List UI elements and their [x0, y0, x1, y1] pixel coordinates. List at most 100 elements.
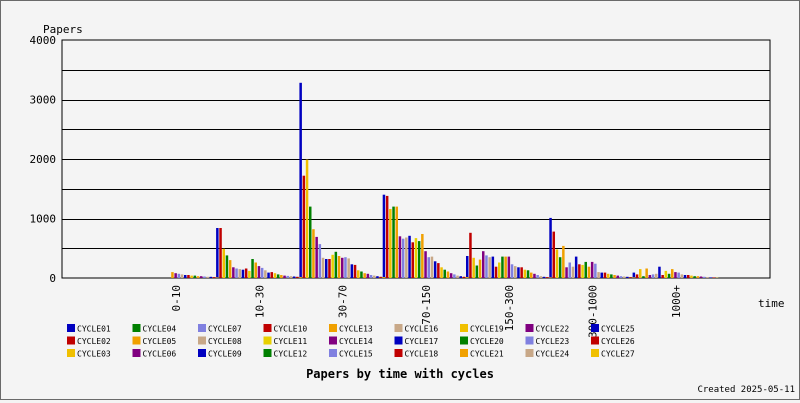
- bar-cycle01-6: [633, 273, 636, 278]
- bar-cycle19-4: [524, 270, 527, 278]
- bar-cycle24-1: [290, 276, 293, 278]
- bar-cycle19-2: [357, 270, 360, 278]
- bar-cycle06-3: [399, 236, 402, 278]
- bar-cycle01-1: [216, 228, 219, 278]
- bar-cycle05-3: [396, 207, 399, 278]
- bar-cycle26-2: [379, 277, 382, 278]
- bar-cycle05-2: [312, 229, 315, 278]
- legend-swatch-cycle11: [264, 337, 272, 345]
- x-tick-label: 150-300: [503, 285, 516, 331]
- legend-label-cycle09: CYCLE09: [208, 350, 242, 359]
- legend-label-cycle10: CYCLE10: [274, 325, 308, 334]
- bar-cycle06-5: [565, 267, 568, 278]
- bar-cycle17-2: [351, 264, 354, 278]
- bar-cycle13-3: [421, 234, 424, 278]
- bar-cycle08-5: [572, 267, 575, 278]
- bar-cycle03-3: [389, 209, 392, 278]
- legend-swatch-cycle05: [133, 337, 141, 345]
- bar-cycle21-6: [697, 276, 700, 278]
- bar-cycle18-4: [520, 267, 523, 278]
- bar-cycle03-4: [472, 258, 475, 278]
- bar-cycle08-2: [322, 258, 325, 278]
- bar-cycle14-1: [258, 266, 261, 278]
- bar-cycle09-4: [492, 257, 495, 278]
- bar-cycle11-4: [498, 263, 501, 279]
- bar-cycle23-1: [287, 276, 290, 278]
- legend-swatch-cycle08: [198, 337, 206, 345]
- bar-cycle25-2: [376, 276, 379, 278]
- bar-cycle15-4: [511, 264, 514, 278]
- legend-label-cycle26: CYCLE26: [601, 337, 635, 346]
- legend-label-cycle13: CYCLE13: [339, 325, 373, 334]
- bar-cycle17-0: [184, 275, 187, 278]
- bar-cycle18-0: [187, 275, 190, 278]
- bar-cycle04-4: [476, 266, 479, 279]
- legend-label-cycle06: CYCLE06: [143, 350, 177, 359]
- bar-cycle03-5: [556, 249, 559, 278]
- bar-cycle02-1: [219, 228, 222, 278]
- bar-cycle09-2: [325, 259, 328, 278]
- bar-cycle12-1: [251, 259, 254, 278]
- legend: CYCLE01CYCLE02CYCLE03CYCLE04CYCLE05CYCLE…: [67, 324, 635, 359]
- bar-cycle08-3: [405, 238, 408, 279]
- y-tick-label: 1000: [30, 213, 57, 226]
- bar-cycle24-3: [456, 276, 459, 278]
- bar-cycle26-1: [296, 277, 299, 278]
- bar-cycle04-6: [642, 276, 645, 278]
- bar-cycle20-2: [360, 272, 363, 279]
- bar-cycle21-3: [447, 272, 450, 279]
- bar-cycle14-2: [341, 258, 344, 278]
- bar-cycle24-0: [206, 277, 209, 278]
- bar-cycle11-6: [665, 271, 668, 278]
- bar-cycle07-2: [319, 244, 322, 278]
- x-tick-label: 70-150: [420, 285, 433, 325]
- bar-cycle23-2: [370, 275, 373, 278]
- legend-label-cycle25: CYCLE25: [601, 325, 635, 334]
- bar-cycle24-4: [540, 276, 543, 278]
- bar-cycle27-5: [633, 277, 636, 278]
- bar-cycle13-2: [338, 256, 341, 278]
- x-tick-label: 1000+: [670, 285, 683, 318]
- legend-swatch-cycle26: [591, 337, 599, 345]
- legend-swatch-cycle25: [591, 324, 599, 332]
- bar-cycle10-4: [495, 267, 498, 278]
- bar-cycle07-6: [652, 274, 655, 278]
- legend-swatch-cycle14: [329, 337, 337, 345]
- y-axis-label: Papers: [43, 23, 83, 36]
- legend-label-cycle18: CYCLE18: [405, 350, 439, 359]
- bar-cycle25-1: [293, 277, 296, 279]
- bar-cycle24-6: [706, 277, 709, 278]
- bar-cycle14-3: [424, 251, 427, 278]
- bar-cycle04-1: [226, 255, 229, 278]
- bar-cycle19-0: [190, 276, 193, 278]
- bar-cycle25-6: [709, 277, 712, 278]
- bar-cycle14-4: [508, 257, 511, 278]
- bar-cycle19-3: [440, 267, 443, 278]
- legend-swatch-cycle09: [198, 349, 206, 357]
- legend-label-cycle11: CYCLE11: [274, 337, 308, 346]
- bar-cycle11-1: [248, 271, 251, 278]
- created-date: Created 2025-05-11: [697, 385, 795, 395]
- bar-cycle13-6: [671, 269, 674, 278]
- bar-cycle22-5: [617, 276, 620, 278]
- bar-cycle17-5: [601, 273, 604, 278]
- bar-cycle14-6: [674, 272, 677, 278]
- bar-cycle08-1: [239, 269, 242, 278]
- legend-swatch-cycle19: [460, 324, 468, 332]
- bar-cycle26-3: [463, 277, 466, 278]
- legend-label-cycle17: CYCLE17: [405, 337, 439, 346]
- bar-cycle27-0: [216, 277, 219, 278]
- legend-swatch-cycle27: [591, 349, 599, 357]
- bar-cycle23-6: [703, 277, 706, 278]
- legend-label-cycle08: CYCLE08: [208, 337, 242, 346]
- legend-label-cycle20: CYCLE20: [470, 337, 504, 346]
- bar-cycle15-6: [677, 273, 680, 278]
- legend-label-cycle27: CYCLE27: [601, 350, 635, 359]
- bar-cycle18-1: [271, 272, 274, 278]
- y-tick-label: 3000: [30, 94, 57, 107]
- bar-cycle17-1: [267, 273, 270, 278]
- chart-title: Papers by time with cycles: [306, 367, 494, 381]
- bar-cycle15-5: [594, 264, 597, 278]
